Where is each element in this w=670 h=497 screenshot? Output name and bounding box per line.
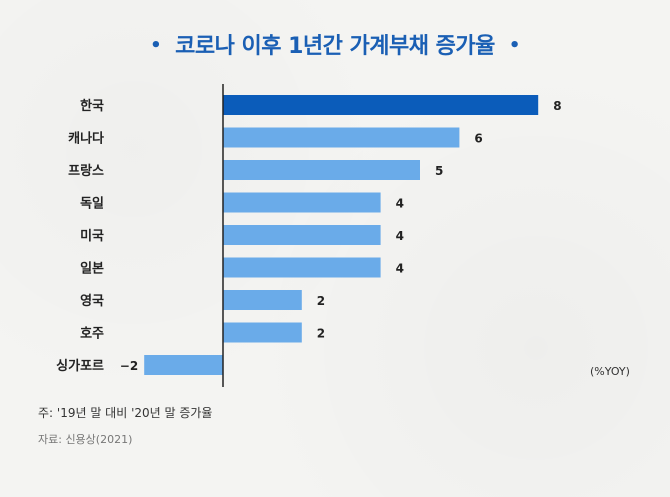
bar-4 [223,225,381,245]
value-label-5: 4 [396,262,404,276]
unit-label: (%YOY) [590,365,630,378]
category-label-6: 영국 [80,294,104,309]
chart-title-text: 코로나 이후 1년간 가계부채 증가율 [175,34,495,59]
value-label-3: 4 [396,197,404,211]
chart-title: • 코로나 이후 1년간 가계부채 증가율 • [0,28,670,60]
title-bullet-left: • [150,35,162,56]
value-label-6: 2 [317,294,325,308]
category-label-2: 프랑스 [68,164,104,179]
value-label-1: 6 [474,132,482,146]
bar-0 [223,95,539,115]
category-label-8: 싱가포르 [56,359,104,374]
source-note: 자료: 신용상(2021) [38,433,133,446]
value-label-4: 4 [396,229,404,243]
bar-5 [223,257,381,278]
category-label-4: 미국 [80,228,104,244]
title-bullet-right: • [508,35,521,56]
bar-3 [223,192,381,213]
value-label-2: 5 [435,164,443,178]
bar-6 [223,290,302,310]
footnote: 주: '19년 말 대비 '20년 말 증가율 [38,406,213,420]
category-label-1: 캐나다 [68,131,104,147]
value-label-8: −2 [120,359,138,373]
value-label-7: 2 [317,327,325,341]
category-label-7: 호주 [80,327,104,342]
bar-1 [223,127,460,148]
bar-7 [223,322,302,343]
bar-2 [223,160,420,180]
value-label-0: 8 [553,99,561,113]
bar-8 [144,355,223,375]
category-label-0: 한국 [80,98,104,114]
category-label-3: 독일 [80,197,104,212]
category-label-5: 일본 [80,262,104,277]
